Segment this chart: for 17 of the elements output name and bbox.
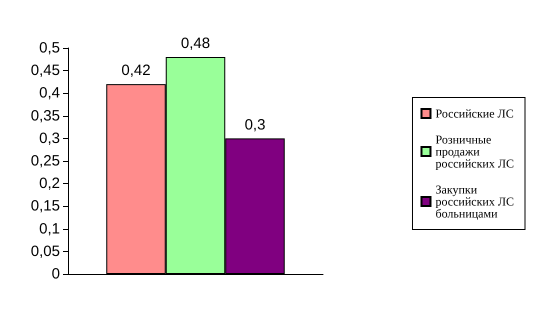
legend-label: Розничные продажи российских ЛС	[435, 132, 514, 170]
y-tick-label: 0,4	[39, 84, 60, 102]
y-tick-label: 0,2	[39, 175, 60, 192]
y-tick-label: 0	[52, 266, 60, 282]
data-label: 0,42	[121, 62, 151, 80]
legend-label: Российские ЛС	[435, 106, 514, 120]
y-tick-label: 0,45	[30, 62, 60, 80]
y-tick-label: 0,05	[30, 242, 60, 260]
y-tick-label: 0,1	[39, 220, 60, 238]
y-tick-label: 0,25	[30, 152, 60, 170]
data-label: 0,48	[180, 35, 210, 52]
data-label: 0,3	[244, 116, 266, 134]
y-tick-label: 0,3	[39, 130, 60, 147]
legend-label: Закупки российских ЛС больницами	[435, 182, 517, 220]
y-tick-label: 0,35	[30, 107, 60, 124]
y-tick-label: 0,5	[39, 40, 60, 56]
y-tick-label: 0,15	[30, 198, 60, 215]
